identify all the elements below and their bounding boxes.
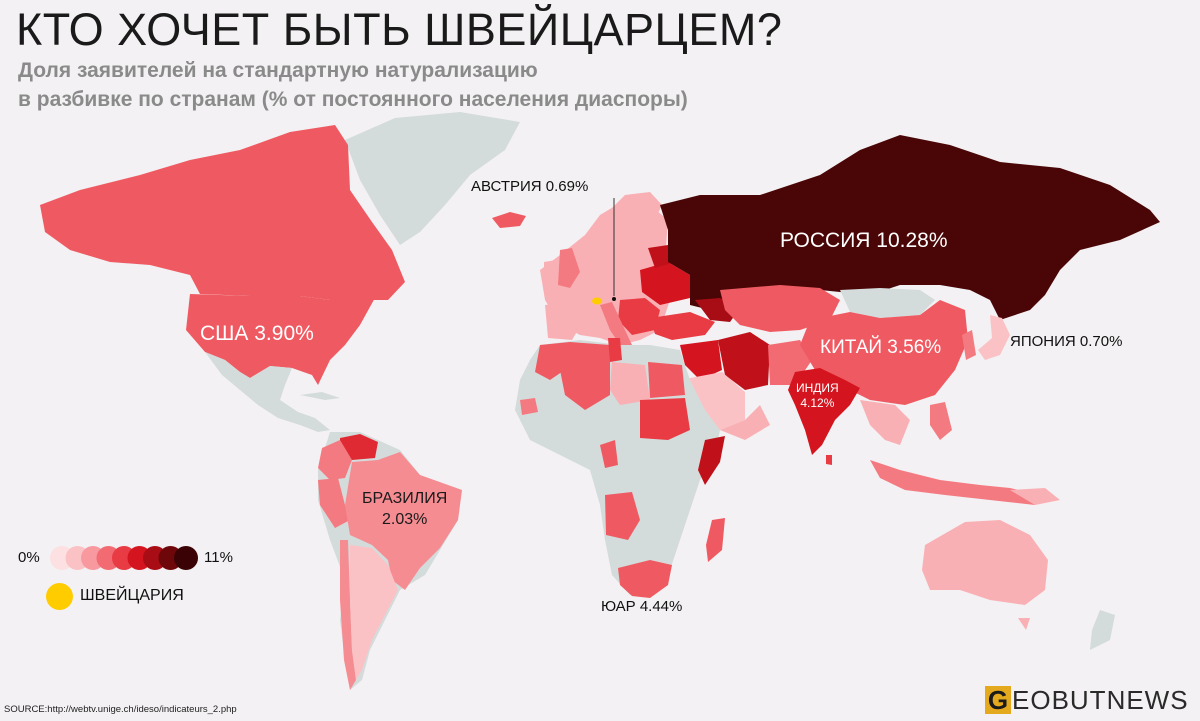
algeria: [560, 342, 610, 410]
saudi-arabia: [680, 372, 745, 430]
sri-lanka: [826, 455, 832, 465]
madagascar: [706, 518, 725, 562]
source-note: SOURCE:http://webtv.unige.ch/ideso/indic…: [4, 704, 237, 715]
map-subtitle: Доля заявителей на стандартную натурализ…: [18, 56, 688, 114]
tasmania: [1018, 618, 1030, 630]
balkans: [618, 298, 660, 335]
label-japan: ЯПОНИЯ 0.70%: [1010, 333, 1123, 350]
japan: [978, 315, 1010, 360]
label-brazil: БРАЗИЛИЯ 2.03%: [362, 488, 447, 530]
new-guinea: [1010, 488, 1060, 505]
somalia: [698, 436, 725, 485]
indonesia: [870, 460, 1040, 505]
label-usa: США 3.90%: [200, 322, 314, 345]
usa: [186, 294, 376, 385]
greenland: [345, 112, 520, 245]
iceland: [492, 212, 526, 228]
russia: [660, 135, 1160, 320]
mexico: [205, 352, 330, 432]
colombia: [318, 440, 352, 480]
sudan: [640, 398, 690, 440]
uk: [558, 248, 580, 288]
label-brazil-name: БРАЗИЛИЯ: [362, 490, 448, 507]
legend-max-label: 11%: [204, 549, 233, 566]
yemen-oman: [720, 405, 770, 440]
canada: [40, 125, 405, 300]
turkey: [650, 312, 715, 340]
label-austria: АВСТРИЯ 0.69%: [471, 178, 589, 195]
legend-gradient: [50, 546, 198, 570]
switzerland-label: ШВЕЙЦАРИЯ: [80, 587, 184, 604]
philippines: [930, 402, 952, 440]
australia: [922, 520, 1048, 605]
southeast-asia: [860, 400, 910, 445]
label-brazil-value: 2.03%: [381, 511, 428, 528]
west-africa-sm: [520, 398, 538, 415]
switzerland: [592, 297, 602, 305]
map-title: КТО ХОЧЕТ БЫТЬ ШВЕЙЦАРЦЕМ?: [16, 4, 783, 55]
south-africa: [618, 560, 672, 598]
egypt: [648, 362, 685, 398]
legend-step-8: [174, 546, 198, 570]
label-india-name: ИНДИЯ: [796, 381, 839, 395]
india: [788, 368, 860, 455]
iberia: [545, 302, 585, 340]
legend-steps: [50, 546, 198, 570]
iran: [718, 332, 770, 390]
switzerland-dot: [46, 583, 73, 610]
label-russia: РОССИЯ 10.28%: [780, 229, 948, 252]
brazil: [345, 452, 462, 590]
korea: [962, 330, 976, 360]
label-south-africa: ЮАР 4.44%: [601, 598, 683, 615]
austria-marker: [612, 297, 616, 301]
mongolia: [840, 288, 935, 318]
venezuela: [340, 434, 378, 460]
brand-name: EOBUTNEWS: [1012, 685, 1189, 715]
libya: [610, 362, 650, 405]
legend-min-label: 0%: [18, 549, 40, 566]
color-legend: 0% 11%: [18, 543, 258, 573]
tunisia: [608, 338, 622, 362]
scandinavia: [595, 192, 662, 260]
brand-first-letter: G: [985, 686, 1011, 714]
brand-logo: G EOBUTNEWS: [985, 686, 1189, 716]
cameroon: [600, 440, 618, 468]
new-zealand: [1090, 610, 1115, 650]
chile: [340, 540, 356, 690]
ukraine: [640, 262, 690, 305]
cuba: [300, 392, 340, 400]
subtitle-line-1: Доля заявителей на стандартную натурализ…: [18, 59, 538, 82]
peru: [318, 478, 350, 528]
label-india: ИНДИЯ 4.12%: [796, 381, 839, 411]
argentina: [350, 545, 398, 680]
subtitle-line-2: в разбивке по странам (% от постоянного …: [18, 88, 688, 111]
italy: [600, 302, 632, 348]
iraq-syria: [680, 340, 722, 380]
ireland: [544, 260, 556, 278]
sakhalin: [1000, 275, 1015, 305]
label-china: КИТАЙ 3.56%: [820, 337, 942, 358]
label-india-value: 4.12%: [800, 396, 835, 410]
angola: [605, 492, 640, 540]
